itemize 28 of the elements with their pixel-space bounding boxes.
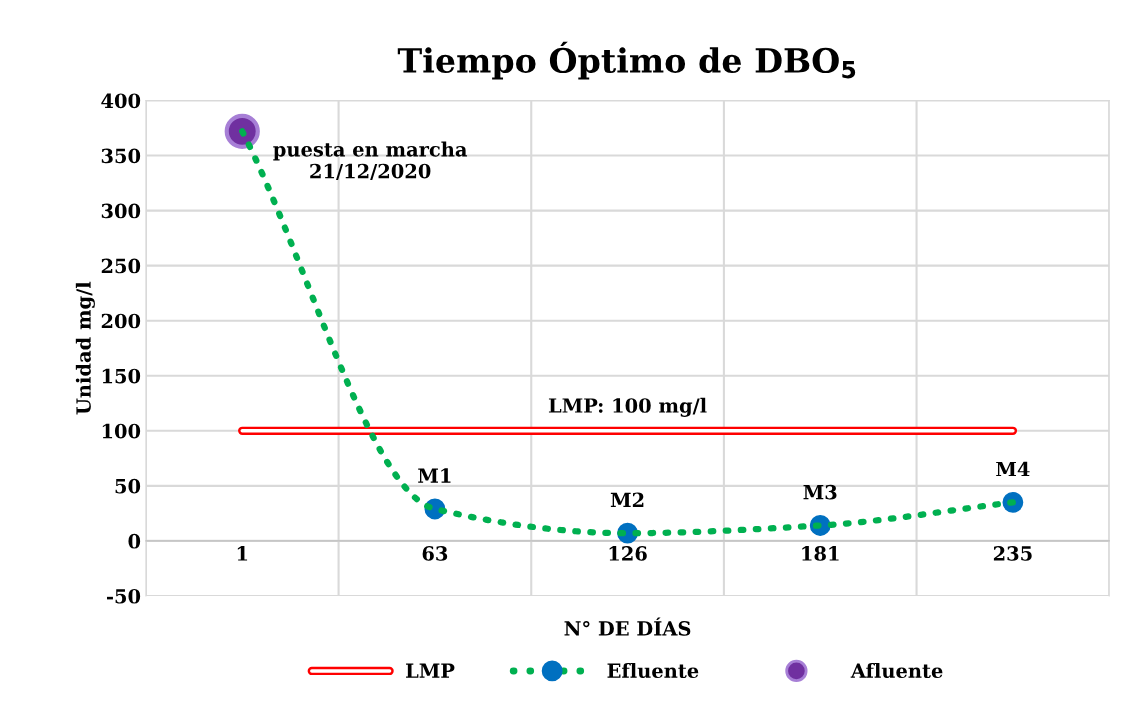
x-tick-label: 1 — [237, 546, 248, 561]
y-tick-label: 0 — [128, 533, 141, 549]
y-tick-label: 400 — [101, 93, 141, 109]
point — [224, 113, 260, 149]
legend-label: Efluente — [607, 662, 699, 679]
data-label: M3 — [803, 484, 837, 500]
y-axis-title: Unidad mg/l — [75, 281, 95, 415]
y-tick-label: 350 — [101, 148, 141, 164]
y-tick-label: 200 — [101, 313, 141, 329]
legend-label: LMP — [406, 663, 455, 678]
legend-label: Afluente — [850, 662, 943, 679]
chart-title: Tiempo Óptimo de DBO$_{5}$ — [397, 41, 856, 80]
data-label: M1 — [418, 468, 451, 483]
x-tick-label: 235 — [993, 546, 1032, 561]
x-tick-label: 181 — [802, 546, 839, 561]
y-tick-label: -50 — [106, 588, 141, 604]
x-axis-title: N° DE DÍAS — [564, 617, 691, 636]
y-tick-label: 300 — [101, 203, 141, 219]
annotation: LMP: 100 mg/l — [548, 397, 707, 417]
y-tick-label: 250 — [101, 258, 141, 274]
data-label: M4 — [996, 461, 1030, 477]
y-tick-label: 100 — [102, 423, 141, 439]
data-label: M2 — [610, 492, 644, 507]
x-tick-label: 63 — [422, 546, 448, 561]
y-tick-label: 150 — [102, 368, 141, 384]
x-tick-label: 126 — [609, 546, 647, 561]
annotation: puesta en marcha 21/12/2020 — [273, 141, 468, 180]
y-tick-label: 50 — [115, 478, 141, 494]
